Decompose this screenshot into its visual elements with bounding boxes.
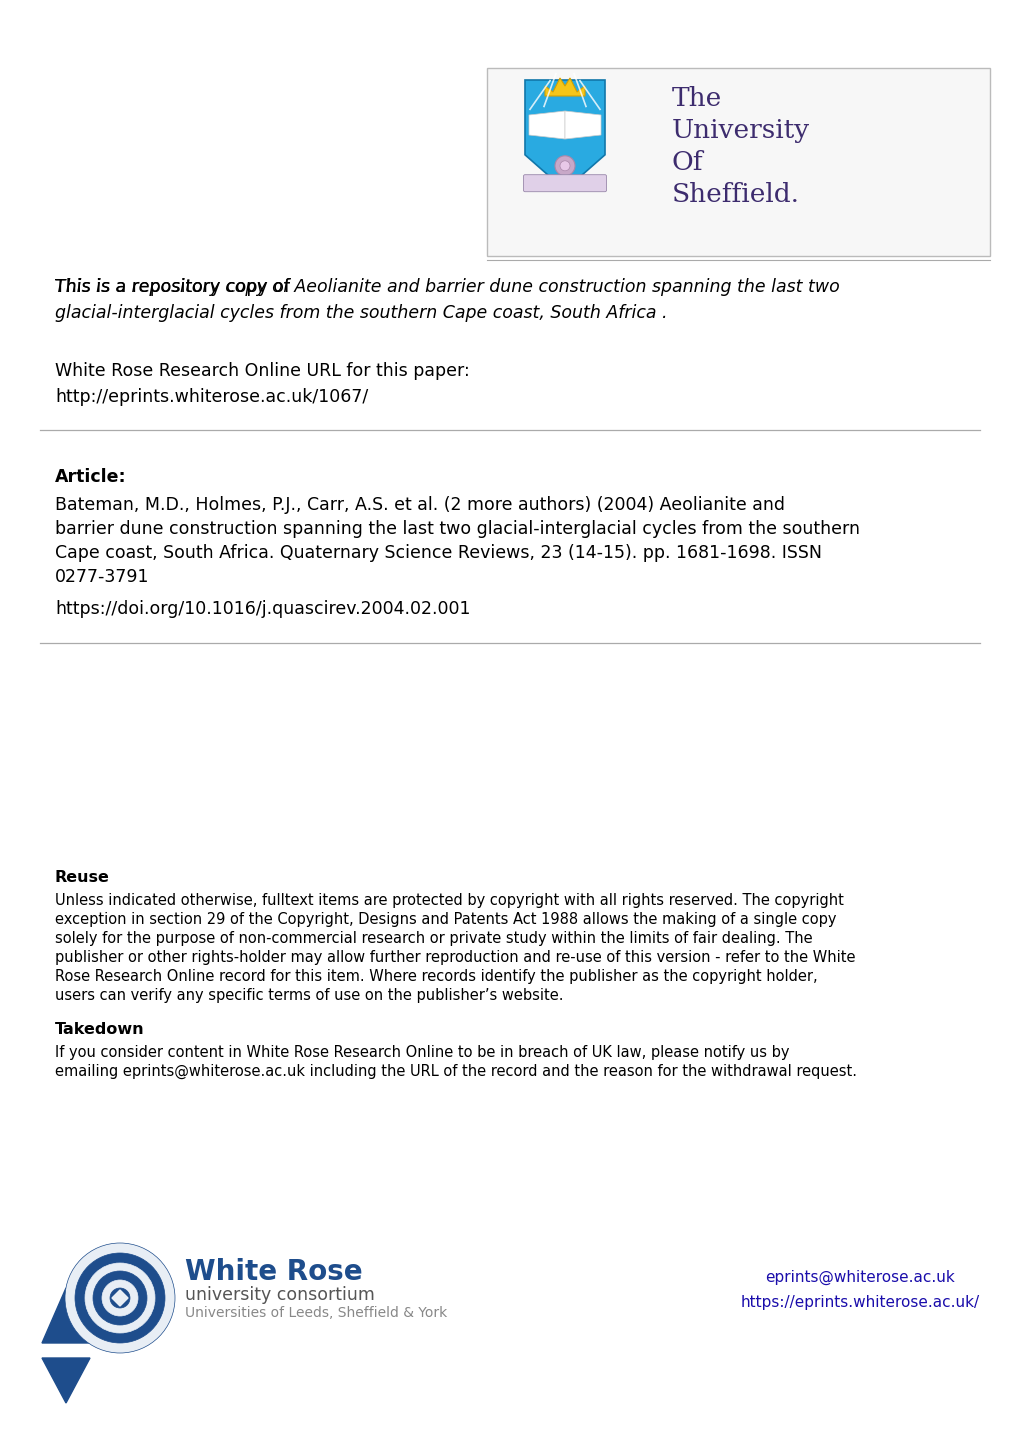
Text: Rose Research Online record for this item. Where records identify the publisher : Rose Research Online record for this ite…: [55, 970, 817, 984]
Text: exception in section 29 of the Copyright, Designs and Patents Act 1988 allows th: exception in section 29 of the Copyright…: [55, 912, 836, 926]
Text: The
University
Of
Sheffield.: The University Of Sheffield.: [672, 87, 809, 206]
FancyBboxPatch shape: [486, 68, 989, 255]
Text: Universities of Leeds, Sheffield & York: Universities of Leeds, Sheffield & York: [184, 1306, 446, 1320]
Text: glacial-interglacial cycles from the southern Cape coast, South Africa .: glacial-interglacial cycles from the sou…: [55, 304, 666, 322]
Circle shape: [85, 1263, 155, 1333]
Polygon shape: [544, 78, 585, 97]
Polygon shape: [565, 111, 600, 139]
Text: White Rose: White Rose: [184, 1258, 363, 1286]
Text: https://doi.org/10.1016/j.quascirev.2004.02.001: https://doi.org/10.1016/j.quascirev.2004…: [55, 600, 470, 618]
Text: publisher or other rights-holder may allow further reproduction and re-use of th: publisher or other rights-holder may all…: [55, 949, 855, 965]
Text: 0277-3791: 0277-3791: [55, 569, 150, 586]
Text: Bateman, M.D., Holmes, P.J., Carr, A.S. et al. (2 more authors) (2004) Aeolianit: Bateman, M.D., Holmes, P.J., Carr, A.S. …: [55, 496, 785, 514]
Text: eprints@whiterose.ac.uk: eprints@whiterose.ac.uk: [764, 1270, 954, 1286]
Polygon shape: [42, 1358, 90, 1403]
Polygon shape: [525, 79, 604, 190]
Text: barrier dune construction spanning the last two glacial-interglacial cycles from: barrier dune construction spanning the l…: [55, 519, 859, 538]
Text: Unless indicated otherwise, fulltext items are protected by copyright with all r: Unless indicated otherwise, fulltext ite…: [55, 893, 843, 908]
Circle shape: [110, 1289, 129, 1307]
Text: Reuse: Reuse: [55, 870, 110, 885]
Text: https://eprints.whiterose.ac.uk/: https://eprints.whiterose.ac.uk/: [740, 1294, 978, 1310]
Circle shape: [559, 160, 570, 170]
Text: Cape coast, South Africa. Quaternary Science Reviews, 23 (14-15). pp. 1681-1698.: Cape coast, South Africa. Quaternary Sci…: [55, 544, 821, 561]
Polygon shape: [112, 1290, 127, 1306]
Text: This is a repository copy of Aeolianite and barrier dune construction spanning t: This is a repository copy of Aeolianite …: [55, 278, 839, 296]
Polygon shape: [42, 1289, 90, 1343]
Circle shape: [65, 1242, 175, 1354]
Text: users can verify any specific terms of use on the publisher’s website.: users can verify any specific terms of u…: [55, 988, 562, 1003]
Text: Takedown: Takedown: [55, 1022, 145, 1038]
Text: solely for the purpose of non-commercial research or private study within the li: solely for the purpose of non-commercial…: [55, 931, 812, 947]
Circle shape: [75, 1253, 165, 1343]
Text: http://eprints.whiterose.ac.uk/1067/: http://eprints.whiterose.ac.uk/1067/: [55, 388, 368, 405]
FancyBboxPatch shape: [523, 175, 606, 192]
Circle shape: [93, 1271, 147, 1325]
Text: If you consider content in White Rose Research Online to be in breach of UK law,: If you consider content in White Rose Re…: [55, 1045, 789, 1061]
Circle shape: [554, 156, 575, 176]
Polygon shape: [529, 111, 565, 139]
Text: This is a repository copy of: This is a repository copy of: [55, 278, 296, 296]
Text: White Rose Research Online URL for this paper:: White Rose Research Online URL for this …: [55, 362, 470, 380]
Text: university consortium: university consortium: [184, 1286, 375, 1304]
Circle shape: [102, 1280, 138, 1316]
Text: Article:: Article:: [55, 468, 126, 486]
Text: emailing eprints@whiterose.ac.uk including the URL of the record and the reason : emailing eprints@whiterose.ac.uk includi…: [55, 1063, 856, 1079]
